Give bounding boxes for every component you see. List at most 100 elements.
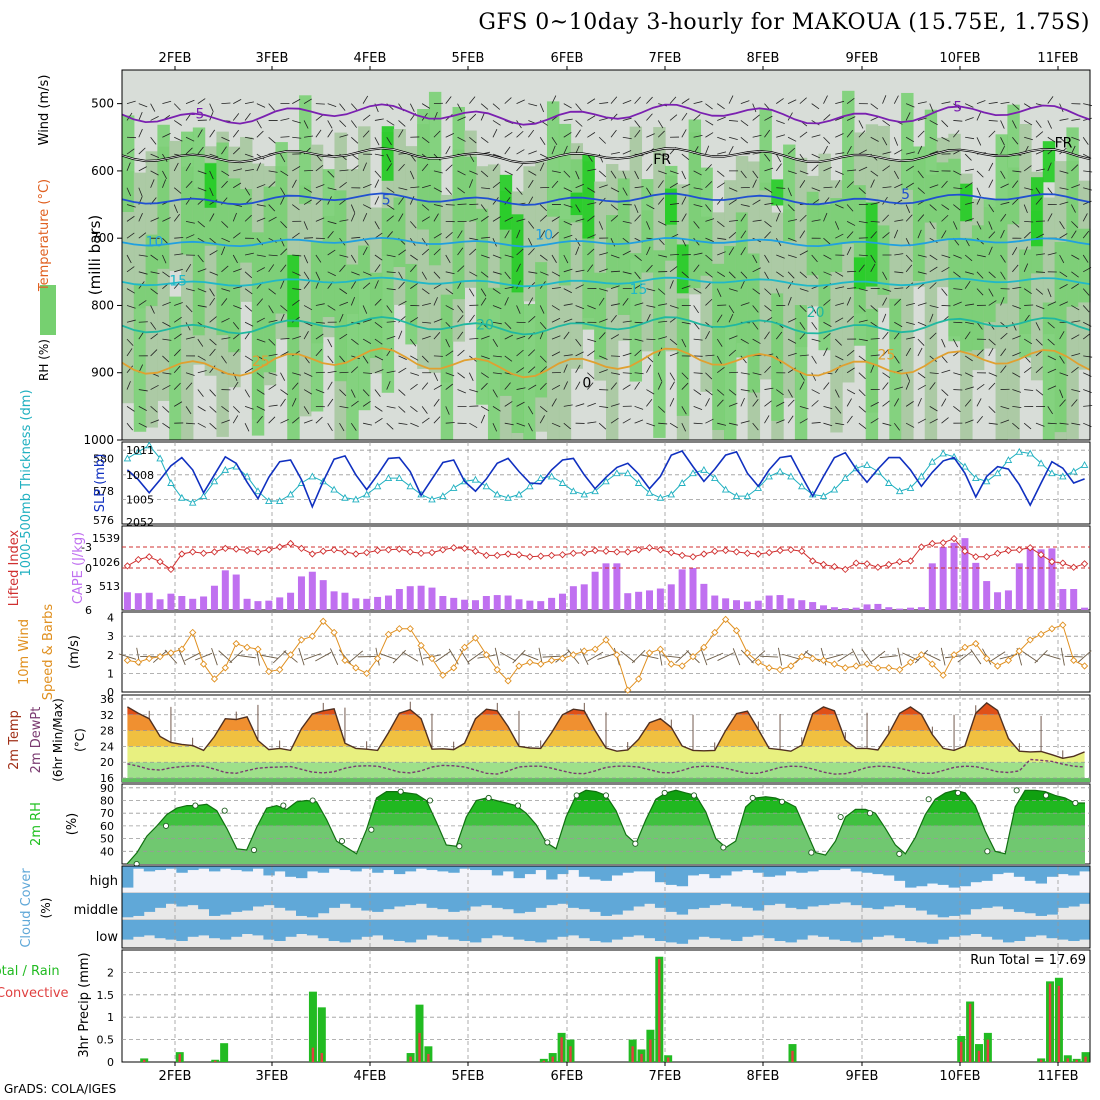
wind-barb xyxy=(362,183,372,189)
wind-barb xyxy=(516,130,524,138)
cloud-bar xyxy=(306,866,319,872)
wind-barb xyxy=(752,179,757,188)
temp-contour xyxy=(121,347,1091,379)
wind-barb xyxy=(480,406,490,412)
wind-barb xyxy=(173,349,181,357)
wind-barb xyxy=(209,187,214,197)
cloud-bar xyxy=(981,920,993,937)
lifted-index-point xyxy=(634,546,643,554)
cloud-bar xyxy=(1068,893,1080,907)
wind-barb xyxy=(775,153,782,163)
thickness-point xyxy=(1026,449,1034,457)
wind-barb xyxy=(516,335,526,340)
wind-barb xyxy=(221,102,231,105)
thickness-point xyxy=(1004,456,1013,463)
wind-barb xyxy=(174,268,183,273)
wind-barb xyxy=(764,387,774,390)
wind-barb xyxy=(787,352,797,357)
wind-barb xyxy=(1059,422,1069,425)
cloud-bar xyxy=(524,893,536,912)
cloud-bar xyxy=(274,920,286,941)
wind-barb xyxy=(504,321,512,329)
wind-barb xyxy=(858,319,868,323)
wind-barb xyxy=(693,305,699,314)
wind-barb xyxy=(882,271,888,280)
wind-barb xyxy=(480,204,487,212)
wind-barb xyxy=(280,372,286,381)
wind-barb xyxy=(185,372,195,376)
wind-barb-10m xyxy=(675,650,690,664)
rh-point xyxy=(397,788,404,795)
wind-barb xyxy=(244,389,251,398)
wind-barb-10m xyxy=(782,653,800,660)
wind-barb xyxy=(575,129,581,138)
cape-bar xyxy=(471,600,479,610)
wind-barb xyxy=(728,422,738,426)
wind-barb xyxy=(232,381,239,390)
rh-point xyxy=(485,794,492,802)
cloud-bar xyxy=(818,920,830,937)
rh-point xyxy=(749,794,756,802)
cloud-bar xyxy=(644,893,656,904)
wind-speed-point xyxy=(1004,656,1013,665)
thickness-point xyxy=(178,493,186,501)
wind-barb xyxy=(209,103,214,113)
wind-barb xyxy=(669,203,680,205)
wind-barb xyxy=(457,389,467,394)
rh-band-saturated xyxy=(853,257,867,290)
wind-barb xyxy=(1023,120,1033,126)
wind-barb xyxy=(303,281,310,289)
wind-barb xyxy=(646,221,651,230)
wind-barb xyxy=(693,221,700,229)
wind-barb xyxy=(1059,233,1068,239)
wind-barb xyxy=(398,271,404,280)
wind-barb xyxy=(1012,305,1021,309)
wind-barb xyxy=(622,187,628,196)
precip-total-bar xyxy=(539,1058,548,1062)
wind-barb xyxy=(386,422,394,430)
wind-barb xyxy=(669,254,680,256)
wind-barb xyxy=(646,96,653,104)
cape-bar xyxy=(885,607,893,610)
wind-barb xyxy=(1059,187,1069,190)
wind-barb xyxy=(268,181,276,189)
wind-barb xyxy=(775,204,782,213)
wind-barb xyxy=(905,214,913,222)
cloud-bar xyxy=(981,866,993,881)
wind-barb xyxy=(693,338,703,341)
cloud-bar xyxy=(1002,920,1015,943)
wind-barb xyxy=(634,271,641,280)
wind-barb xyxy=(150,103,156,112)
wind-barb xyxy=(339,405,349,409)
wind-barb xyxy=(752,254,758,264)
wind-barb xyxy=(516,367,525,374)
wind-barb xyxy=(209,348,216,357)
wind-speed-point xyxy=(830,660,839,668)
wind-barb xyxy=(457,136,466,142)
rh-band-moist xyxy=(546,101,560,217)
wind-barb xyxy=(681,112,688,121)
wind-barb xyxy=(492,271,502,275)
rh-band-mid xyxy=(169,140,182,271)
wind-barb xyxy=(221,221,229,228)
precip-axis-label: 3hr Precip (mm) xyxy=(77,952,92,1057)
cloud-bar xyxy=(187,920,199,937)
thickness-point xyxy=(482,482,491,490)
lifted-index-point xyxy=(896,558,904,566)
wind-barb-10m xyxy=(717,652,734,661)
cloud-bar xyxy=(970,893,982,910)
wind-speed-point xyxy=(1059,621,1067,629)
wind-barb xyxy=(327,381,333,390)
wind-barb xyxy=(1082,333,1091,340)
wind-barb xyxy=(610,403,620,407)
wind-barb xyxy=(138,300,147,306)
wind-barb xyxy=(528,349,536,357)
wind-barb xyxy=(834,221,840,230)
wind-barb xyxy=(965,168,975,172)
wind-barb xyxy=(516,263,521,272)
wind-barb-10m xyxy=(923,652,941,661)
wind-barb xyxy=(457,265,465,273)
wind-barb xyxy=(575,338,582,347)
wind-barb xyxy=(268,103,275,111)
wind-barb xyxy=(504,286,514,290)
